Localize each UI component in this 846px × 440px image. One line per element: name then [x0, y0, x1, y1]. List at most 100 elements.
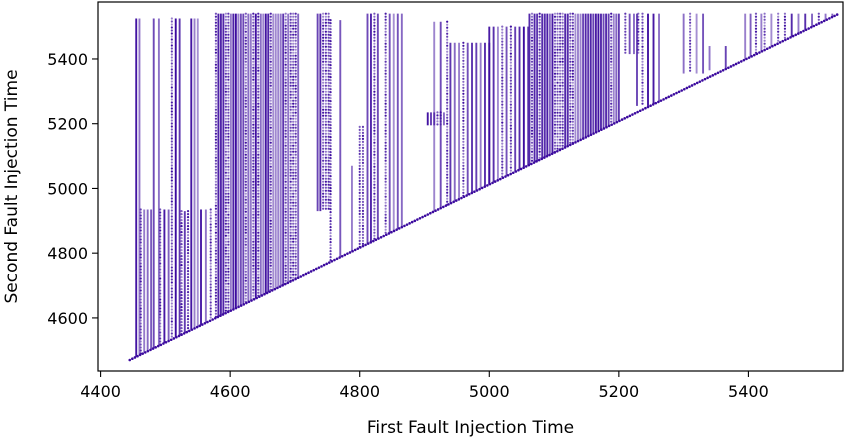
data-point	[242, 303, 246, 306]
data-point	[244, 27, 247, 30]
data-point	[624, 39, 627, 42]
data-point	[139, 313, 142, 316]
data-point	[329, 49, 332, 52]
data-point	[269, 117, 272, 120]
data-point	[244, 252, 247, 255]
data-point	[384, 27, 387, 30]
data-point	[292, 96, 295, 99]
data-point	[373, 189, 376, 192]
data-point	[322, 93, 325, 96]
data-point	[284, 33, 287, 36]
data-point	[284, 57, 287, 60]
data-point	[641, 60, 644, 63]
data-point	[329, 79, 332, 82]
data-point	[535, 160, 538, 163]
data-point	[269, 192, 272, 195]
data-point	[292, 90, 295, 93]
data-point	[765, 47, 769, 51]
data-point	[269, 39, 272, 42]
data-point	[509, 103, 512, 106]
data-point	[553, 93, 557, 96]
data-point	[553, 63, 557, 66]
data-point	[501, 52, 504, 55]
data-point	[252, 192, 255, 195]
data-point	[227, 111, 230, 114]
data-point	[257, 252, 260, 255]
data-point	[284, 108, 287, 111]
data-point	[294, 48, 297, 51]
data-point	[252, 234, 255, 237]
data-point	[641, 24, 644, 27]
data-point	[569, 93, 572, 96]
data-point	[180, 240, 183, 243]
data-point	[227, 165, 230, 168]
data-point	[170, 206, 173, 209]
data-point	[289, 102, 292, 105]
data-point	[509, 46, 512, 49]
data-point	[322, 141, 325, 144]
data-point	[269, 270, 272, 273]
data-point	[252, 120, 255, 123]
data-point	[224, 204, 227, 207]
data-point	[289, 243, 292, 246]
data-point	[139, 229, 142, 232]
data-point	[324, 90, 327, 93]
data-point	[576, 139, 580, 143]
data-point	[244, 99, 247, 102]
data-point	[446, 188, 449, 191]
data-point	[373, 81, 376, 84]
data-point	[501, 88, 504, 91]
data-point	[509, 115, 512, 118]
data-point	[641, 12, 644, 15]
data-point	[294, 33, 297, 36]
data-point	[322, 159, 325, 162]
data-point	[294, 195, 297, 198]
data-point	[289, 147, 292, 150]
data-point	[773, 43, 777, 47]
data-point	[384, 141, 387, 144]
data-point	[327, 174, 330, 177]
data-point	[224, 51, 227, 54]
data-point	[644, 106, 647, 110]
data-point	[446, 173, 449, 176]
data-point	[224, 234, 227, 237]
data-point	[530, 42, 534, 45]
data-point	[258, 295, 261, 299]
data-point	[214, 216, 218, 219]
data-point	[186, 258, 190, 261]
data-point	[563, 146, 567, 149]
data-point	[257, 36, 260, 39]
data-point	[284, 117, 287, 120]
data-point	[361, 158, 365, 161]
data-point	[180, 243, 183, 246]
data-point	[509, 28, 512, 31]
data-point	[324, 153, 327, 156]
data-point	[571, 99, 574, 102]
data-point	[269, 111, 272, 114]
data-point	[358, 140, 361, 143]
data-point	[244, 282, 247, 285]
data-point	[292, 243, 295, 246]
data-point	[227, 114, 230, 117]
data-point	[269, 84, 272, 87]
data-point	[559, 90, 562, 93]
data-point	[159, 241, 162, 244]
data-point	[754, 45, 758, 48]
data-point	[361, 197, 365, 200]
data-point	[501, 82, 504, 85]
data-point	[170, 59, 173, 62]
data-point	[170, 302, 173, 305]
data-point	[569, 69, 572, 72]
data-point	[139, 310, 142, 313]
data-point	[777, 39, 780, 42]
data-point	[384, 126, 387, 129]
data-point	[227, 291, 230, 294]
data-point	[327, 72, 330, 75]
data-point	[170, 335, 173, 338]
data-point	[186, 210, 190, 213]
data-point	[269, 24, 272, 27]
data-point	[817, 15, 820, 18]
data-point	[224, 102, 227, 105]
data-point	[294, 75, 297, 78]
